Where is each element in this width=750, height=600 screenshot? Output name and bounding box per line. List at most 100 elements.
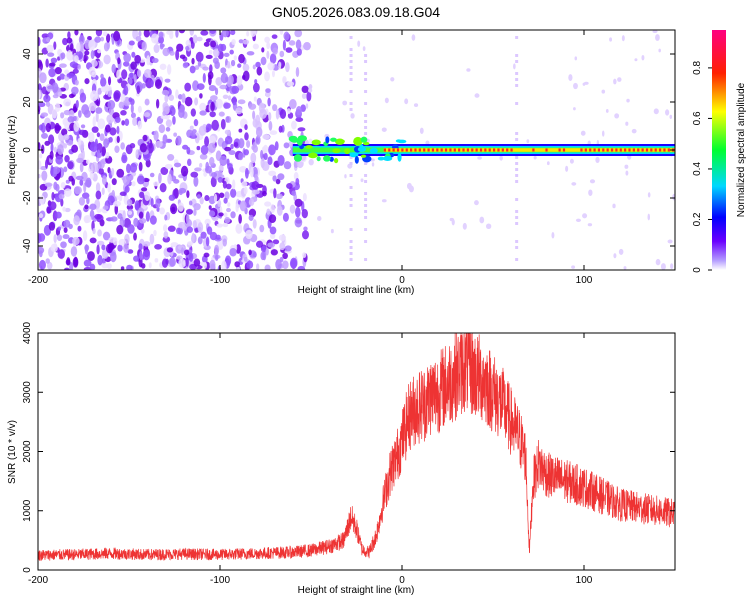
colorbar-gradient	[712, 30, 726, 270]
spectrogram-noise-blob	[60, 112, 65, 119]
spectrogram-noise-blob	[246, 51, 255, 56]
spectrogram-y-tick-label: 0	[22, 147, 33, 153]
spectrogram-noise-blob	[449, 217, 454, 222]
spectrogram-noise-blob	[278, 125, 283, 133]
spectrogram-streak	[364, 162, 368, 165]
spectrogram-noise-blob	[252, 219, 257, 229]
spectrogram-noise-blob	[252, 43, 259, 50]
spectrogram-noise-blob	[137, 105, 142, 114]
spectrogram-noise-blob	[186, 146, 191, 155]
spectrogram-noise-blob	[266, 50, 270, 59]
spectrogram-noise-blob	[286, 108, 291, 115]
spectrogram-noise-blob	[138, 30, 142, 37]
spectrogram-y-label: Frequency (Hz)	[7, 116, 18, 185]
spectrogram-streak	[515, 168, 519, 171]
spectrogram-noise-blob	[78, 129, 87, 136]
spectrogram-noise-blob	[77, 225, 82, 232]
spectrogram-noise-blob	[178, 187, 187, 194]
spectrogram-noise-blob	[295, 39, 302, 50]
spectrogram-noise-blob	[614, 113, 620, 119]
spectrogram-noise-blob	[262, 134, 271, 140]
spectrogram-noise-blob	[50, 142, 54, 153]
spectrogram-noise-blob	[74, 30, 79, 36]
spectrogram-noise-blob	[121, 154, 128, 164]
spectrogram-noise-blob	[176, 43, 184, 52]
spectrogram-noise-blob	[248, 249, 252, 256]
spectrogram-noise-blob	[210, 95, 218, 101]
spectrogram-noise-blob	[226, 207, 231, 213]
spectrogram-noise-blob	[308, 84, 313, 90]
spectrogram-streak	[364, 216, 368, 219]
spectrogram-noise-blob	[196, 36, 203, 42]
spectrogram-noise-blob	[98, 168, 104, 175]
spectrogram-noise-blob	[224, 135, 233, 145]
spectrogram-noise-blob	[228, 150, 236, 156]
spectrogram-noise-blob	[97, 240, 105, 246]
spectrogram-signal-peak	[462, 148, 465, 152]
spectrogram-noise-blob	[89, 263, 96, 270]
spectrogram-noise-blob	[53, 234, 57, 244]
spectrogram-signal-peak	[396, 148, 400, 152]
spectrogram-noise-blob	[158, 31, 164, 38]
spectrogram-noise-blob	[209, 111, 216, 118]
spectrogram-noise-blob	[120, 142, 125, 150]
spectrogram-noise-blob	[133, 232, 137, 241]
spectrogram-noise-blob	[224, 191, 230, 200]
snr-x-tick-label: -100	[210, 575, 230, 586]
spectrogram-noise-blob	[222, 94, 229, 99]
spectrogram-x-tick-label: -100	[210, 275, 230, 286]
spectrogram-noise-blob	[660, 263, 666, 270]
spectrogram-noise-blob	[103, 138, 109, 148]
spectrogram-noise-blob	[63, 219, 71, 228]
spectrogram-streak	[364, 78, 368, 81]
snr-panel: -200 -100 0 100 0 1000 2000 3000 4000 Height of…	[7, 321, 676, 596]
spectrogram-noise-blob	[184, 96, 193, 107]
spectrogram-noise-blob	[165, 258, 169, 265]
spectrogram-noise-blob	[156, 207, 160, 212]
spectrogram-signal-blob	[293, 154, 303, 162]
spectrogram-noise-blob	[204, 165, 212, 174]
spectrogram-signal-peak	[405, 148, 408, 152]
spectrogram-noise-blob	[305, 103, 309, 109]
spectrogram-noise-blob	[160, 166, 169, 176]
spectrogram-noise-blob	[269, 130, 278, 135]
spectrogram-noise-blob	[248, 198, 255, 206]
spectrogram-signal-peak	[392, 148, 395, 152]
spectrogram-noise-blob	[108, 236, 117, 243]
spectrogram-noise-blob	[255, 135, 261, 145]
spectrogram-noise-blob	[260, 56, 267, 66]
spectrogram-noise-blob	[624, 164, 629, 169]
spectrogram-noise-blob	[137, 120, 143, 130]
snr-y-tick-label: 4000	[22, 321, 33, 344]
spectrogram-noise-blob	[105, 243, 114, 254]
spectrogram-noise-blob	[199, 162, 203, 168]
spectrogram-noise-blob	[230, 143, 234, 150]
spectrogram-noise-blob	[45, 258, 50, 264]
spectrogram-signal-peak	[628, 148, 631, 152]
spectrogram-noise-blob	[41, 144, 45, 154]
spectrogram-noise-blob	[269, 232, 276, 240]
spectrogram-noise-blob	[65, 179, 70, 184]
spectrogram-noise-blob	[60, 241, 67, 249]
spectrogram-signal-blob	[349, 152, 359, 158]
spectrogram-noise-blob	[219, 155, 228, 167]
spectrogram-noise-blob	[87, 36, 92, 41]
spectrogram-noise-blob	[193, 208, 197, 216]
spectrogram-signal-peak	[663, 148, 666, 152]
spectrogram-noise-blob	[38, 89, 41, 99]
spectrogram-noise-blob	[551, 232, 555, 239]
spectrogram-noise-blob	[45, 101, 51, 107]
spectrogram-noise-blob	[77, 137, 82, 146]
spectrogram-noise-blob	[653, 108, 659, 115]
spectrogram-noise-blob	[221, 30, 229, 38]
spectrogram-noise-blob	[231, 85, 240, 94]
spectrogram-noise-blob	[204, 218, 211, 226]
spectrogram-noise-blob	[282, 77, 286, 84]
spectrogram-noise-blob	[63, 109, 71, 116]
spectrogram-noise-blob	[169, 32, 174, 39]
spectrogram-noise-blob	[263, 144, 269, 154]
spectrogram-noise-blob	[167, 225, 176, 232]
spectrogram-noise-blob	[204, 136, 210, 148]
spectrogram-noise-blob	[69, 43, 74, 52]
spectrogram-noise-blob	[225, 183, 232, 190]
